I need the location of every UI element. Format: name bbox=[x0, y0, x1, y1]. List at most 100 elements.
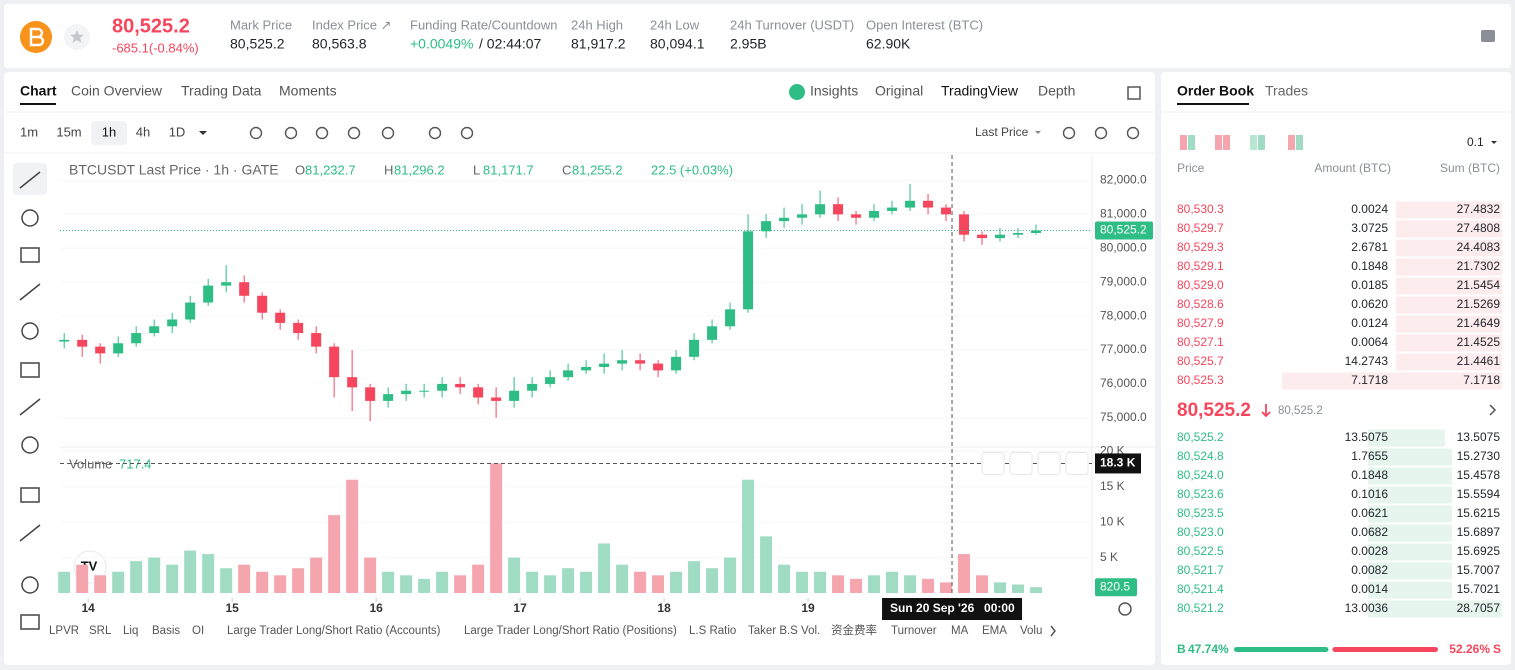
ohlc-value: 81,296.2 bbox=[394, 162, 445, 177]
indicator-tab[interactable]: MA bbox=[951, 625, 969, 637]
volume-bar bbox=[652, 575, 665, 593]
volume-bar bbox=[220, 568, 233, 593]
price-source[interactable]: Last Price bbox=[975, 125, 1029, 139]
indicator-tab[interactable]: Large Trader Long/Short Ratio (Accounts) bbox=[227, 625, 441, 637]
fullscreen-icon[interactable] bbox=[1127, 86, 1141, 100]
indicator-tab[interactable]: L.S Ratio bbox=[689, 625, 736, 637]
tab[interactable]: Chart bbox=[20, 83, 57, 99]
drawing-tool[interactable] bbox=[19, 398, 41, 416]
volume-bar bbox=[58, 571, 71, 593]
toolbar-icon[interactable] bbox=[284, 126, 298, 140]
candle-body bbox=[113, 343, 124, 354]
indicator-tab[interactable]: Large Trader Long/Short Ratio (Positions… bbox=[464, 625, 677, 637]
view-tab[interactable]: Original bbox=[875, 83, 923, 99]
depth-bar bbox=[1396, 220, 1502, 238]
volume-bar bbox=[994, 582, 1007, 593]
ob-view[interactable] bbox=[1288, 135, 1295, 150]
drawing-tool[interactable] bbox=[21, 209, 39, 227]
ob-tab[interactable]: Trades bbox=[1265, 83, 1308, 99]
ob-sum: 24.4083 bbox=[1457, 240, 1501, 254]
ob-view[interactable] bbox=[1188, 135, 1195, 150]
depth-bar bbox=[1368, 448, 1452, 466]
tab[interactable]: Coin Overview bbox=[71, 83, 163, 99]
toolbar-icon[interactable] bbox=[1094, 126, 1108, 140]
pane-button[interactable] bbox=[981, 451, 1005, 475]
drawing-tool[interactable] bbox=[21, 436, 39, 454]
ob-view[interactable] bbox=[1215, 135, 1222, 150]
pane-button[interactable] bbox=[1009, 451, 1033, 475]
candle-body bbox=[473, 387, 484, 398]
volume-bar bbox=[1012, 584, 1025, 593]
toolbar-icon[interactable] bbox=[315, 126, 329, 140]
indicator-tab[interactable]: Volu bbox=[1020, 625, 1042, 637]
indicator-tab[interactable]: Liq bbox=[123, 625, 138, 637]
ob-mark-price: 80,525.2 bbox=[1278, 405, 1323, 417]
drawing-tool[interactable] bbox=[20, 487, 40, 503]
drawing-tool[interactable] bbox=[19, 524, 41, 542]
drawing-tool[interactable] bbox=[21, 576, 39, 594]
toolbar-icon[interactable] bbox=[347, 126, 361, 140]
y-tick-label: 81,000.0 bbox=[1100, 207, 1147, 221]
indicator-tab[interactable]: 资金费率 bbox=[831, 623, 877, 637]
pane-button[interactable] bbox=[1065, 451, 1089, 475]
indicator-tab[interactable]: EMA bbox=[982, 625, 1007, 637]
indicator-tab[interactable]: Turnover bbox=[891, 625, 937, 637]
view-tab[interactable]: Insights bbox=[810, 83, 858, 99]
candle-body bbox=[329, 346, 340, 378]
interval[interactable]: 1h bbox=[102, 124, 116, 139]
candle-body bbox=[95, 346, 106, 354]
ob-view[interactable] bbox=[1223, 135, 1230, 150]
drawing-tool[interactable] bbox=[20, 362, 40, 378]
toolbar-icon[interactable] bbox=[249, 126, 263, 140]
depth-bar bbox=[1396, 277, 1502, 295]
drawing-tool[interactable] bbox=[20, 614, 40, 630]
indicator-tab[interactable]: Taker B.S Vol. bbox=[748, 625, 820, 637]
ohlc-change: 22.5 (+0.03%) bbox=[651, 162, 733, 177]
ohlc-key: O bbox=[295, 162, 305, 177]
ob-sum: 7.1718 bbox=[1463, 373, 1500, 387]
ob-view[interactable] bbox=[1180, 135, 1187, 150]
ob-price: 80,530.3 bbox=[1177, 202, 1224, 216]
ob-price: 80,524.0 bbox=[1177, 468, 1224, 482]
ob-view[interactable] bbox=[1296, 135, 1303, 150]
toolbar-icon[interactable] bbox=[428, 126, 442, 140]
ob-precision[interactable]: 0.1 bbox=[1467, 135, 1484, 149]
drawing-tool[interactable] bbox=[20, 247, 40, 263]
menu-icon[interactable] bbox=[1481, 30, 1495, 42]
interval[interactable]: 1m bbox=[20, 124, 38, 139]
toolbar-icon[interactable] bbox=[1126, 126, 1140, 140]
drawing-tool[interactable] bbox=[19, 283, 41, 301]
toolbar-icon[interactable] bbox=[381, 126, 395, 140]
ob-col: Amount (BTC) bbox=[1314, 161, 1391, 175]
indicator-tab[interactable]: LPVR bbox=[49, 625, 79, 637]
indicator-tab[interactable]: Basis bbox=[152, 625, 180, 637]
interval[interactable]: 15m bbox=[56, 124, 81, 139]
view-tab[interactable]: Depth bbox=[1038, 83, 1075, 99]
indicator-tab[interactable]: OI bbox=[192, 625, 204, 637]
y-tick-label: 80,000.0 bbox=[1100, 240, 1147, 254]
ob-view[interactable] bbox=[1250, 135, 1257, 150]
candle-body bbox=[545, 377, 556, 384]
ob-sum: 27.4808 bbox=[1457, 221, 1501, 235]
volume-bar bbox=[490, 463, 503, 593]
pane-button[interactable] bbox=[1037, 451, 1061, 475]
candle-body bbox=[923, 200, 934, 208]
interval[interactable]: 4h bbox=[136, 124, 150, 139]
drawing-tool[interactable] bbox=[19, 171, 41, 189]
interval[interactable]: 1D bbox=[169, 124, 186, 139]
drawing-tool[interactable] bbox=[21, 322, 39, 340]
ob-view[interactable] bbox=[1258, 135, 1265, 150]
insights-icon bbox=[789, 84, 805, 100]
indicator-tab[interactable]: SRL bbox=[89, 625, 112, 637]
view-tab[interactable]: TradingView bbox=[941, 83, 1019, 99]
ob-tab[interactable]: Order Book bbox=[1177, 83, 1254, 99]
tab[interactable]: Trading Data bbox=[181, 83, 262, 99]
ob-amount: 0.0064 bbox=[1351, 335, 1388, 349]
toolbar-icon[interactable] bbox=[460, 126, 474, 140]
toolbar-icon[interactable] bbox=[1062, 126, 1076, 140]
settings-icon[interactable] bbox=[1118, 602, 1132, 616]
ob-amount: 0.0621 bbox=[1351, 506, 1388, 520]
depth-bar bbox=[1396, 353, 1502, 371]
ohlc-value: 81,171.7 bbox=[483, 162, 534, 177]
tab[interactable]: Moments bbox=[279, 83, 337, 99]
